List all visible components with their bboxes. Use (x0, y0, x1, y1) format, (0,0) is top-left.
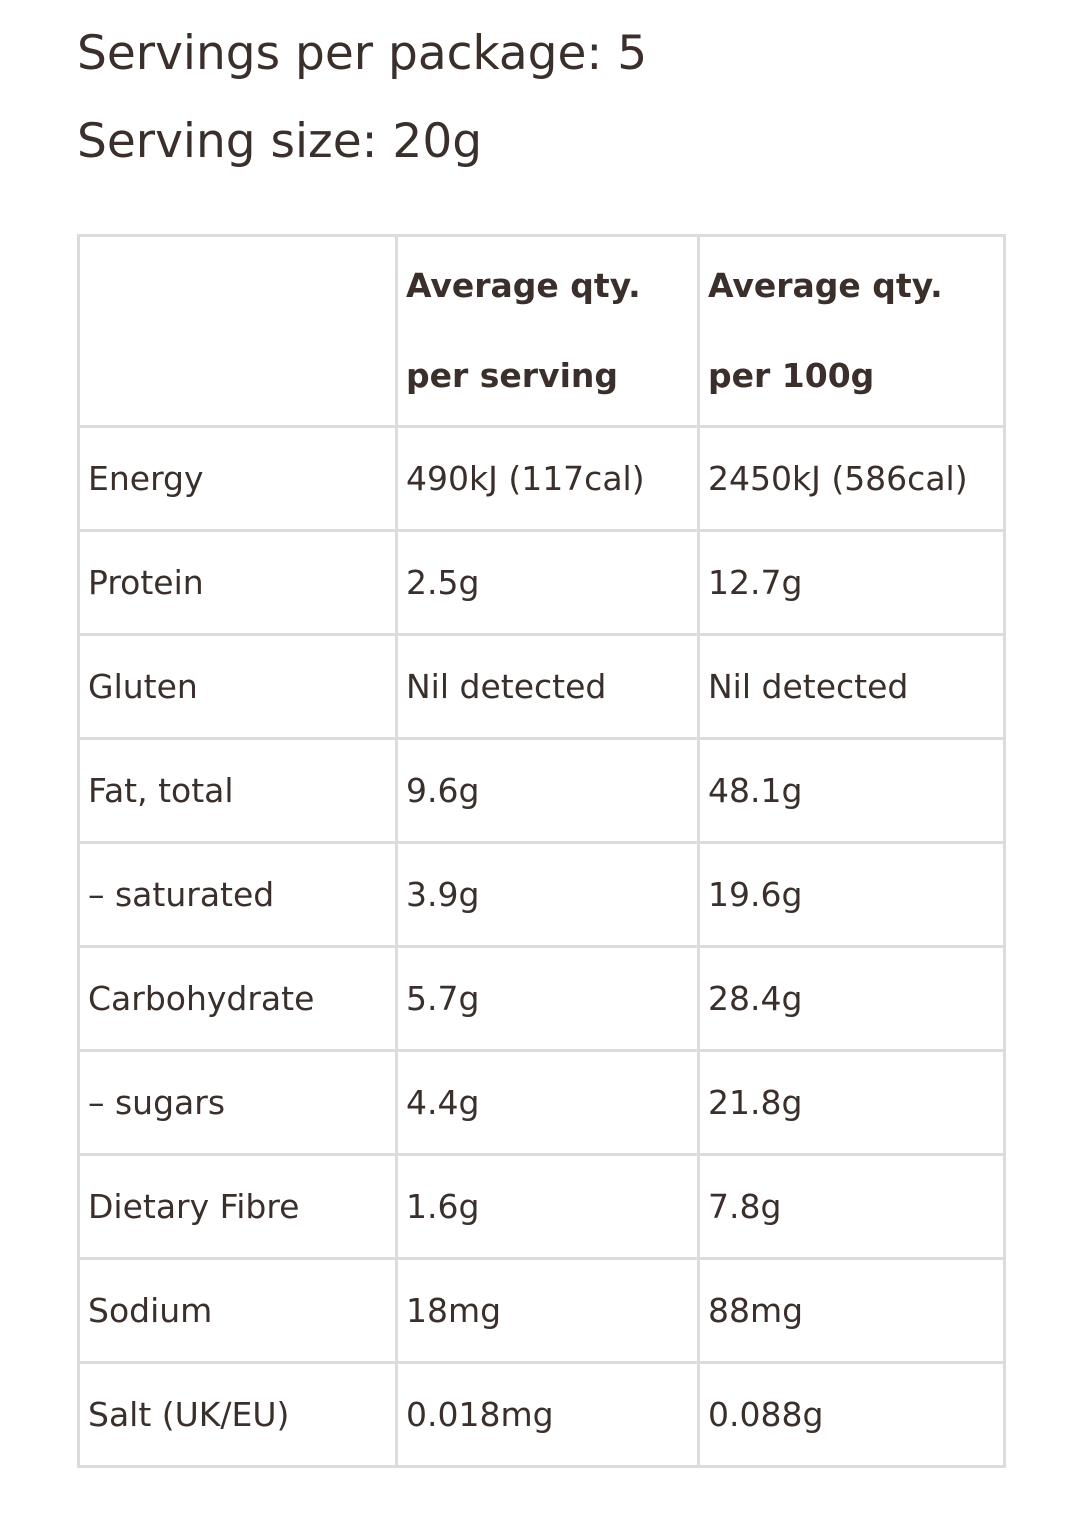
table-row: – saturated 3.9g 19.6g (77, 841, 1006, 948)
per-100g-value: 0.088g (697, 1361, 1006, 1468)
table-row: Energy 490kJ (117cal) 2450kJ (586cal) (77, 425, 1006, 532)
per-serving-value: 5.7g (395, 945, 700, 1052)
header-per-serving: Average qty. per serving (395, 234, 700, 428)
header-per-100g: Average qty. per 100g (697, 234, 1006, 428)
per-serving-value: 1.6g (395, 1153, 700, 1260)
header-per-serving-line-2: per serving (406, 356, 619, 395)
header-per-serving-line-1: Average qty. (406, 266, 641, 305)
per-100g-value: 19.6g (697, 841, 1006, 948)
table-row: Salt (UK/EU) 0.018mg 0.088g (77, 1361, 1006, 1468)
table-row: Sodium 18mg 88mg (77, 1257, 1006, 1364)
header-empty-cell (77, 234, 398, 428)
nutrient-name: Fat, total (77, 737, 398, 844)
header-per-100g-line-1: Average qty. (708, 266, 943, 305)
per-serving-value: 18mg (395, 1257, 700, 1364)
table-row: – sugars 4.4g 21.8g (77, 1049, 1006, 1156)
header-per-100g-line-2: per 100g (708, 356, 875, 395)
per-serving-value: 490kJ (117cal) (395, 425, 700, 532)
nutrient-name: Sodium (77, 1257, 398, 1364)
serving-size: Serving size: 20g (77, 114, 483, 169)
per-100g-value: 28.4g (697, 945, 1006, 1052)
per-serving-value: 2.5g (395, 529, 700, 636)
per-100g-value: 7.8g (697, 1153, 1006, 1260)
table-row: Dietary Fibre 1.6g 7.8g (77, 1153, 1006, 1260)
per-100g-value: 21.8g (697, 1049, 1006, 1156)
table-row: Carbohydrate 5.7g 28.4g (77, 945, 1006, 1052)
nutrient-name: – sugars (77, 1049, 398, 1156)
nutrient-name: Carbohydrate (77, 945, 398, 1052)
nutrient-name: Dietary Fibre (77, 1153, 398, 1260)
table-row: Fat, total 9.6g 48.1g (77, 737, 1006, 844)
per-serving-value: 9.6g (395, 737, 700, 844)
per-100g-value: 48.1g (697, 737, 1006, 844)
nutrient-name: Protein (77, 529, 398, 636)
per-serving-value: Nil detected (395, 633, 700, 740)
per-100g-value: 12.7g (697, 529, 1006, 636)
per-100g-value: 88mg (697, 1257, 1006, 1364)
nutrient-name: Gluten (77, 633, 398, 740)
table-row: Protein 2.5g 12.7g (77, 529, 1006, 636)
servings-per-package: Servings per package: 5 (77, 26, 648, 81)
per-serving-value: 4.4g (395, 1049, 700, 1156)
per-100g-value: 2450kJ (586cal) (697, 425, 1006, 532)
nutrient-name: – saturated (77, 841, 398, 948)
nutrition-table-container: Average qty. per serving Average qty. pe… (77, 234, 1006, 1468)
table-header-row: Average qty. per serving Average qty. pe… (77, 234, 1006, 428)
nutrition-table: Average qty. per serving Average qty. pe… (77, 234, 1006, 1468)
table-row: Gluten Nil detected Nil detected (77, 633, 1006, 740)
per-serving-value: 3.9g (395, 841, 700, 948)
nutrient-name: Energy (77, 425, 398, 532)
per-100g-value: Nil detected (697, 633, 1006, 740)
per-serving-value: 0.018mg (395, 1361, 700, 1468)
nutrient-name: Salt (UK/EU) (77, 1361, 398, 1468)
